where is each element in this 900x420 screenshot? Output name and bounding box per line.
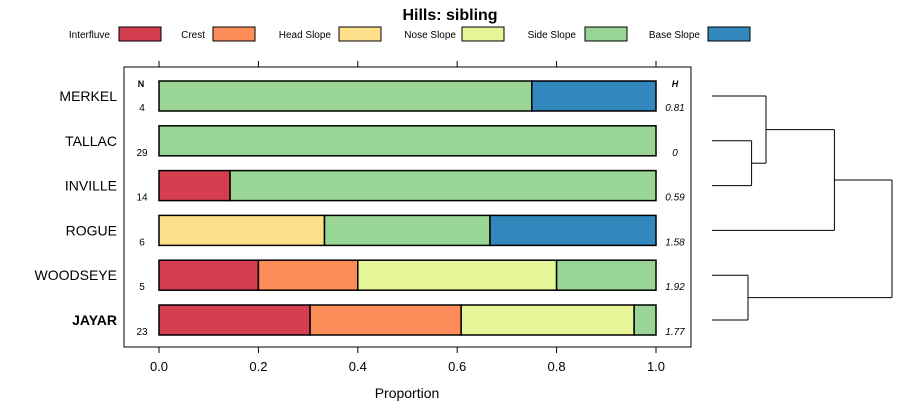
x-axis: 0.0 0.2 0.4 0.6 0.8 1.0 [150, 61, 665, 374]
h-value: 1.58 [665, 237, 685, 248]
chart-title: Hills: sibling [402, 7, 497, 24]
x-tick-label: 0.4 [349, 359, 367, 374]
legend-swatch [212, 26, 256, 42]
h-value: 0.81 [665, 103, 684, 114]
n-column-header: N [138, 79, 145, 89]
category-label: INVILLE [65, 178, 117, 194]
x-tick-label: 0.0 [150, 359, 168, 374]
bars: MERKEL 4 0.81 TALLAC 29 0 INVILLE 14 0.59 ROGUE 6 1… [35, 80, 685, 338]
n-value: 14 [136, 193, 148, 204]
legend-label: Head Slope [279, 30, 332, 41]
dendrogram [712, 95, 893, 321]
bar-segment-side-slope [229, 169, 657, 202]
n-value: 23 [136, 327, 148, 338]
legend: Interfluve Crest Head Slope Nose Slope Side … [69, 26, 751, 42]
category-label: ROGUE [66, 222, 117, 238]
legend-swatch [461, 26, 505, 42]
bar-segment-crest [309, 304, 462, 336]
legend-swatch [584, 26, 628, 42]
legend-label: Side Slope [528, 30, 577, 41]
legend-label: Crest [181, 30, 205, 41]
bar-segment-side-slope [633, 304, 657, 336]
h-value: 1.92 [665, 282, 685, 293]
legend-label: Base Slope [649, 30, 701, 41]
x-tick-label: 0.6 [448, 359, 466, 374]
bar-segment-nose-slope [460, 304, 635, 336]
x-axis-label: Proportion [375, 385, 440, 401]
h-value: 1.77 [665, 327, 685, 338]
bar-segment-interfluve [158, 304, 311, 336]
plot-frame [123, 66, 692, 348]
legend-swatch [118, 26, 162, 42]
h-column-header: H [672, 79, 679, 89]
legend-label: Nose Slope [404, 30, 456, 41]
bar-segment-base-slope [489, 214, 657, 247]
bar-segment-side-slope [158, 80, 533, 112]
x-tick-label: 0.8 [548, 359, 566, 374]
bar-segment-side-slope [555, 259, 657, 291]
category-label: TALLAC [65, 133, 117, 149]
category-label: JAYAR [72, 312, 117, 328]
bar-segment-crest [257, 259, 359, 291]
legend-label: Interfluve [69, 30, 111, 41]
x-tick-label: 1.0 [647, 359, 665, 374]
n-value: 5 [139, 282, 145, 293]
x-tick-label: 0.2 [249, 359, 267, 374]
category-label: MERKEL [59, 88, 117, 104]
bar-segment-base-slope [531, 80, 657, 112]
bar-segment-interfluve [158, 169, 231, 202]
n-value: 6 [139, 237, 145, 248]
legend-swatch [707, 26, 751, 42]
bar-segment-side-slope [158, 125, 657, 157]
h-value: 0 [672, 148, 678, 159]
bar-segment-head-slope [158, 214, 326, 247]
h-value: 0.59 [665, 193, 685, 204]
bar-segment-interfluve [158, 259, 260, 291]
n-value: 4 [139, 103, 145, 114]
legend-swatch [338, 26, 382, 42]
bar-segment-side-slope [323, 214, 491, 247]
category-label: WOODSEYE [35, 267, 117, 283]
bar-segment-nose-slope [357, 259, 558, 291]
n-value: 29 [136, 148, 148, 159]
